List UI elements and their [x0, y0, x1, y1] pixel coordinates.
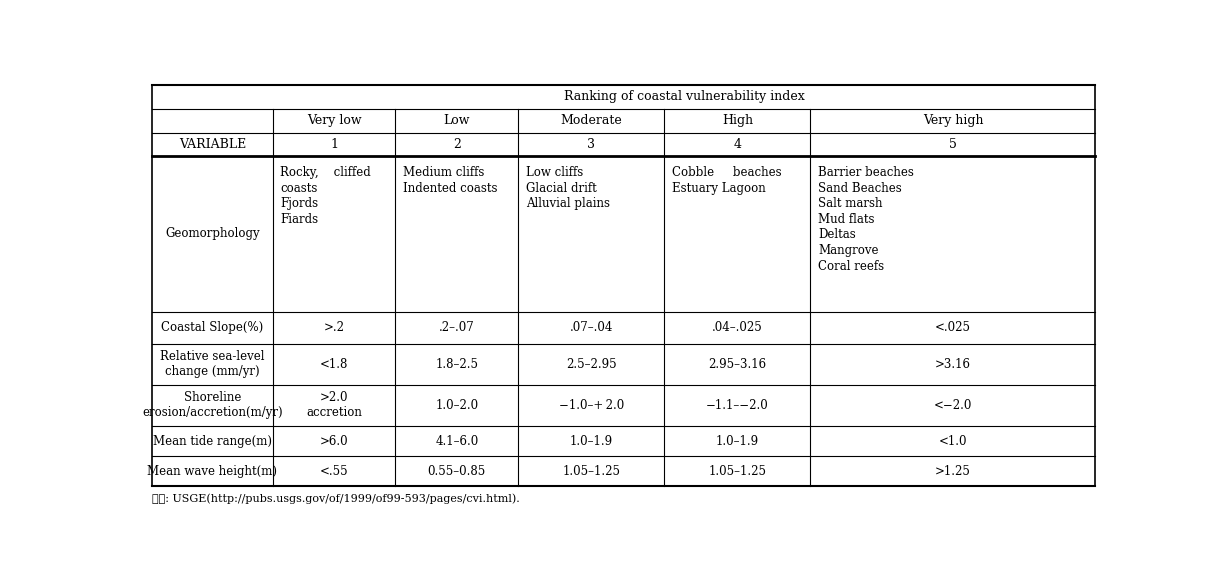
Text: 1: 1	[330, 138, 338, 151]
Text: >2.0
accretion: >2.0 accretion	[307, 391, 363, 419]
Text: 0.55–0.85: 0.55–0.85	[427, 465, 486, 478]
Text: Coastal Slope(%): Coastal Slope(%)	[162, 321, 264, 334]
Text: 1.0–1.9: 1.0–1.9	[716, 434, 759, 448]
Text: Fiards: Fiards	[280, 213, 319, 226]
Text: Alluvial plains: Alluvial plains	[526, 197, 610, 210]
Text: Sand Beaches: Sand Beaches	[818, 182, 902, 195]
Text: 2.5–2.95: 2.5–2.95	[566, 358, 617, 371]
Text: 2.95–3.16: 2.95–3.16	[708, 358, 767, 371]
Text: coasts: coasts	[280, 182, 318, 195]
Text: 2: 2	[453, 138, 461, 151]
Text: Mean wave height(m): Mean wave height(m)	[147, 465, 277, 478]
Text: .04–.025: .04–.025	[712, 321, 763, 334]
Text: 4.1–6.0: 4.1–6.0	[436, 434, 478, 448]
Text: .07–.04: .07–.04	[570, 321, 613, 334]
Text: Barrier beaches: Barrier beaches	[818, 166, 914, 179]
Text: Very low: Very low	[307, 114, 361, 127]
Text: 1.05–1.25: 1.05–1.25	[708, 465, 767, 478]
Text: 4: 4	[734, 138, 741, 151]
Text: Ranking of coastal vulnerability index: Ranking of coastal vulnerability index	[563, 90, 804, 104]
Text: Moderate: Moderate	[560, 114, 622, 127]
Text: 1.0–2.0: 1.0–2.0	[436, 399, 478, 412]
Text: Mean tide range(m): Mean tide range(m)	[153, 434, 271, 448]
Text: Low cliffs: Low cliffs	[526, 166, 583, 179]
Text: <.025: <.025	[935, 321, 971, 334]
Text: 5: 5	[949, 138, 957, 151]
Text: Shoreline
erosion/accretion(m/yr): Shoreline erosion/accretion(m/yr)	[142, 391, 282, 419]
Text: Fjords: Fjords	[280, 197, 319, 210]
Text: Deltas: Deltas	[818, 229, 856, 241]
Text: Coral reefs: Coral reefs	[818, 260, 884, 273]
Text: High: High	[722, 114, 753, 127]
Text: Mud flats: Mud flats	[818, 213, 875, 226]
Text: Cobble     beaches: Cobble beaches	[672, 166, 781, 179]
Text: Glacial drift: Glacial drift	[526, 182, 596, 195]
Text: >6.0: >6.0	[320, 434, 348, 448]
Text: >3.16: >3.16	[935, 358, 971, 371]
Text: Indented coasts: Indented coasts	[403, 182, 498, 195]
Text: Medium cliffs: Medium cliffs	[403, 166, 484, 179]
Text: <−2.0: <−2.0	[933, 399, 972, 412]
Text: Geomorphology: Geomorphology	[166, 228, 259, 240]
Text: Low: Low	[443, 114, 470, 127]
Text: <1.0: <1.0	[938, 434, 968, 448]
Text: Estuary Lagoon: Estuary Lagoon	[672, 182, 765, 195]
Text: Salt marsh: Salt marsh	[818, 197, 882, 210]
Text: Very high: Very high	[922, 114, 983, 127]
Text: 1.8–2.5: 1.8–2.5	[436, 358, 478, 371]
Text: Relative sea-level
change (mm/yr): Relative sea-level change (mm/yr)	[161, 350, 265, 379]
Text: −1.1–−2.0: −1.1–−2.0	[706, 399, 769, 412]
Text: VARIABLE: VARIABLE	[179, 138, 246, 151]
Text: 3: 3	[587, 138, 595, 151]
Text: 1.0–1.9: 1.0–1.9	[570, 434, 612, 448]
Text: Mangrove: Mangrove	[818, 244, 879, 257]
Text: −1.0–+ 2.0: −1.0–+ 2.0	[559, 399, 624, 412]
Text: >.2: >.2	[324, 321, 344, 334]
Text: <1.8: <1.8	[320, 358, 348, 371]
Text: .2–.07: .2–.07	[439, 321, 475, 334]
Text: 자료: USGE(http://pubs.usgs.gov/of/1999/of99-593/pages/cvi.html).: 자료: USGE(http://pubs.usgs.gov/of/1999/of…	[152, 493, 520, 504]
Text: >1.25: >1.25	[935, 465, 971, 478]
Text: Rocky,    cliffed: Rocky, cliffed	[280, 166, 371, 179]
Text: 1.05–1.25: 1.05–1.25	[562, 465, 621, 478]
Text: <.55: <.55	[320, 465, 348, 478]
